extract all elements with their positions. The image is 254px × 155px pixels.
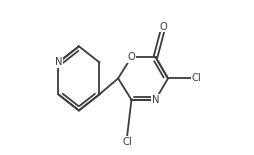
Text: N: N xyxy=(55,57,62,67)
Text: Cl: Cl xyxy=(122,137,132,147)
Text: N: N xyxy=(152,95,159,105)
Text: Cl: Cl xyxy=(191,73,201,83)
Text: O: O xyxy=(128,52,135,62)
Text: O: O xyxy=(160,22,167,32)
